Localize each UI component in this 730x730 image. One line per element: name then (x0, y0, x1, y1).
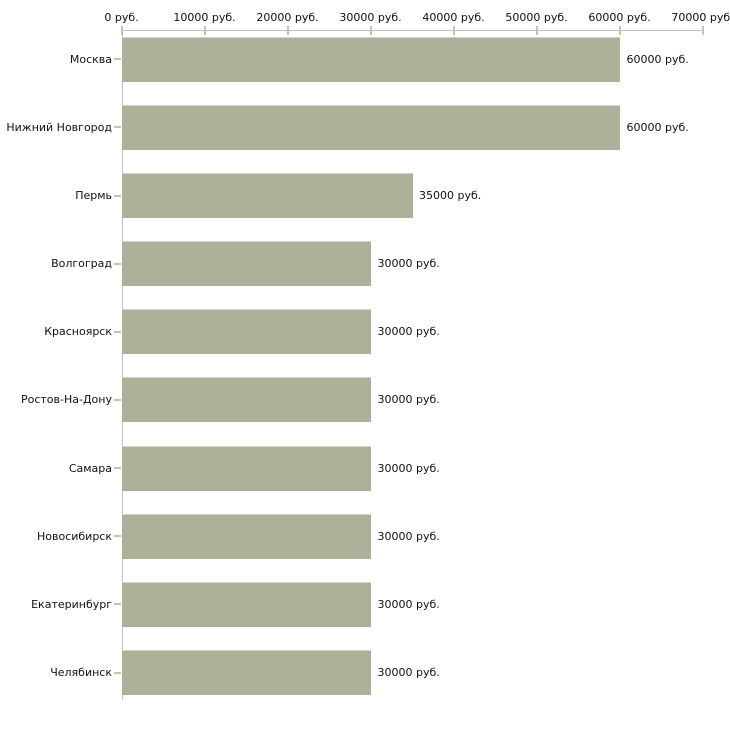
x-tick-label: 30000 руб. (339, 11, 402, 24)
category-label: Самара (68, 461, 112, 475)
value-label: 60000 руб. (626, 120, 689, 134)
category-label: Пермь (75, 189, 112, 202)
bar (122, 445, 371, 491)
x-tick-label: 40000 руб. (422, 11, 485, 24)
x-tick-label: 60000 руб. (588, 11, 651, 24)
bar (122, 241, 371, 287)
y-axis-line (121, 30, 123, 700)
bar (122, 513, 371, 559)
y-tick-mark (114, 398, 121, 401)
category-label: Челябинск (50, 666, 112, 680)
x-axis-line (121, 30, 704, 31)
value-label: 30000 руб. (377, 666, 440, 680)
bar (122, 36, 620, 82)
y-tick-mark (114, 194, 121, 197)
value-label: 30000 руб. (377, 325, 440, 339)
value-label: 35000 руб. (419, 189, 482, 202)
value-label: 30000 руб. (377, 393, 440, 407)
category-label: Волгоград (51, 257, 112, 271)
value-label: 30000 руб. (377, 461, 440, 475)
x-tick-label: 20000 руб. (256, 11, 319, 24)
bar (122, 377, 371, 423)
category-label: Москва (69, 52, 112, 66)
bar (122, 309, 371, 355)
x-tick-label: 70000 руб. (671, 11, 730, 24)
x-tick-label: 10000 руб. (173, 11, 236, 24)
y-tick-mark (114, 467, 121, 470)
value-label: 30000 руб. (377, 257, 440, 271)
bar (122, 581, 371, 627)
bar (122, 173, 413, 218)
category-label: Ростов-На-Дону (20, 393, 112, 407)
category-label: Новосибирск (36, 529, 112, 543)
y-tick-mark (114, 671, 121, 674)
bar (122, 104, 620, 150)
bar (122, 650, 371, 696)
category-label: Нижний Новгород (6, 120, 112, 134)
value-label: 30000 руб. (377, 597, 440, 611)
category-label: Красноярск (44, 325, 112, 339)
value-label: 60000 руб. (626, 52, 689, 66)
category-label: Екатеринбург (31, 597, 112, 611)
x-tick-label: 50000 руб. (505, 11, 568, 24)
y-tick-mark (114, 126, 121, 129)
value-label: 30000 руб. (377, 529, 440, 543)
y-tick-mark (114, 58, 121, 61)
y-tick-mark (114, 330, 121, 333)
x-tick-label: 0 руб. (104, 11, 139, 24)
y-tick-mark (114, 262, 121, 265)
y-tick-mark (114, 535, 121, 538)
y-tick-mark (114, 603, 121, 606)
